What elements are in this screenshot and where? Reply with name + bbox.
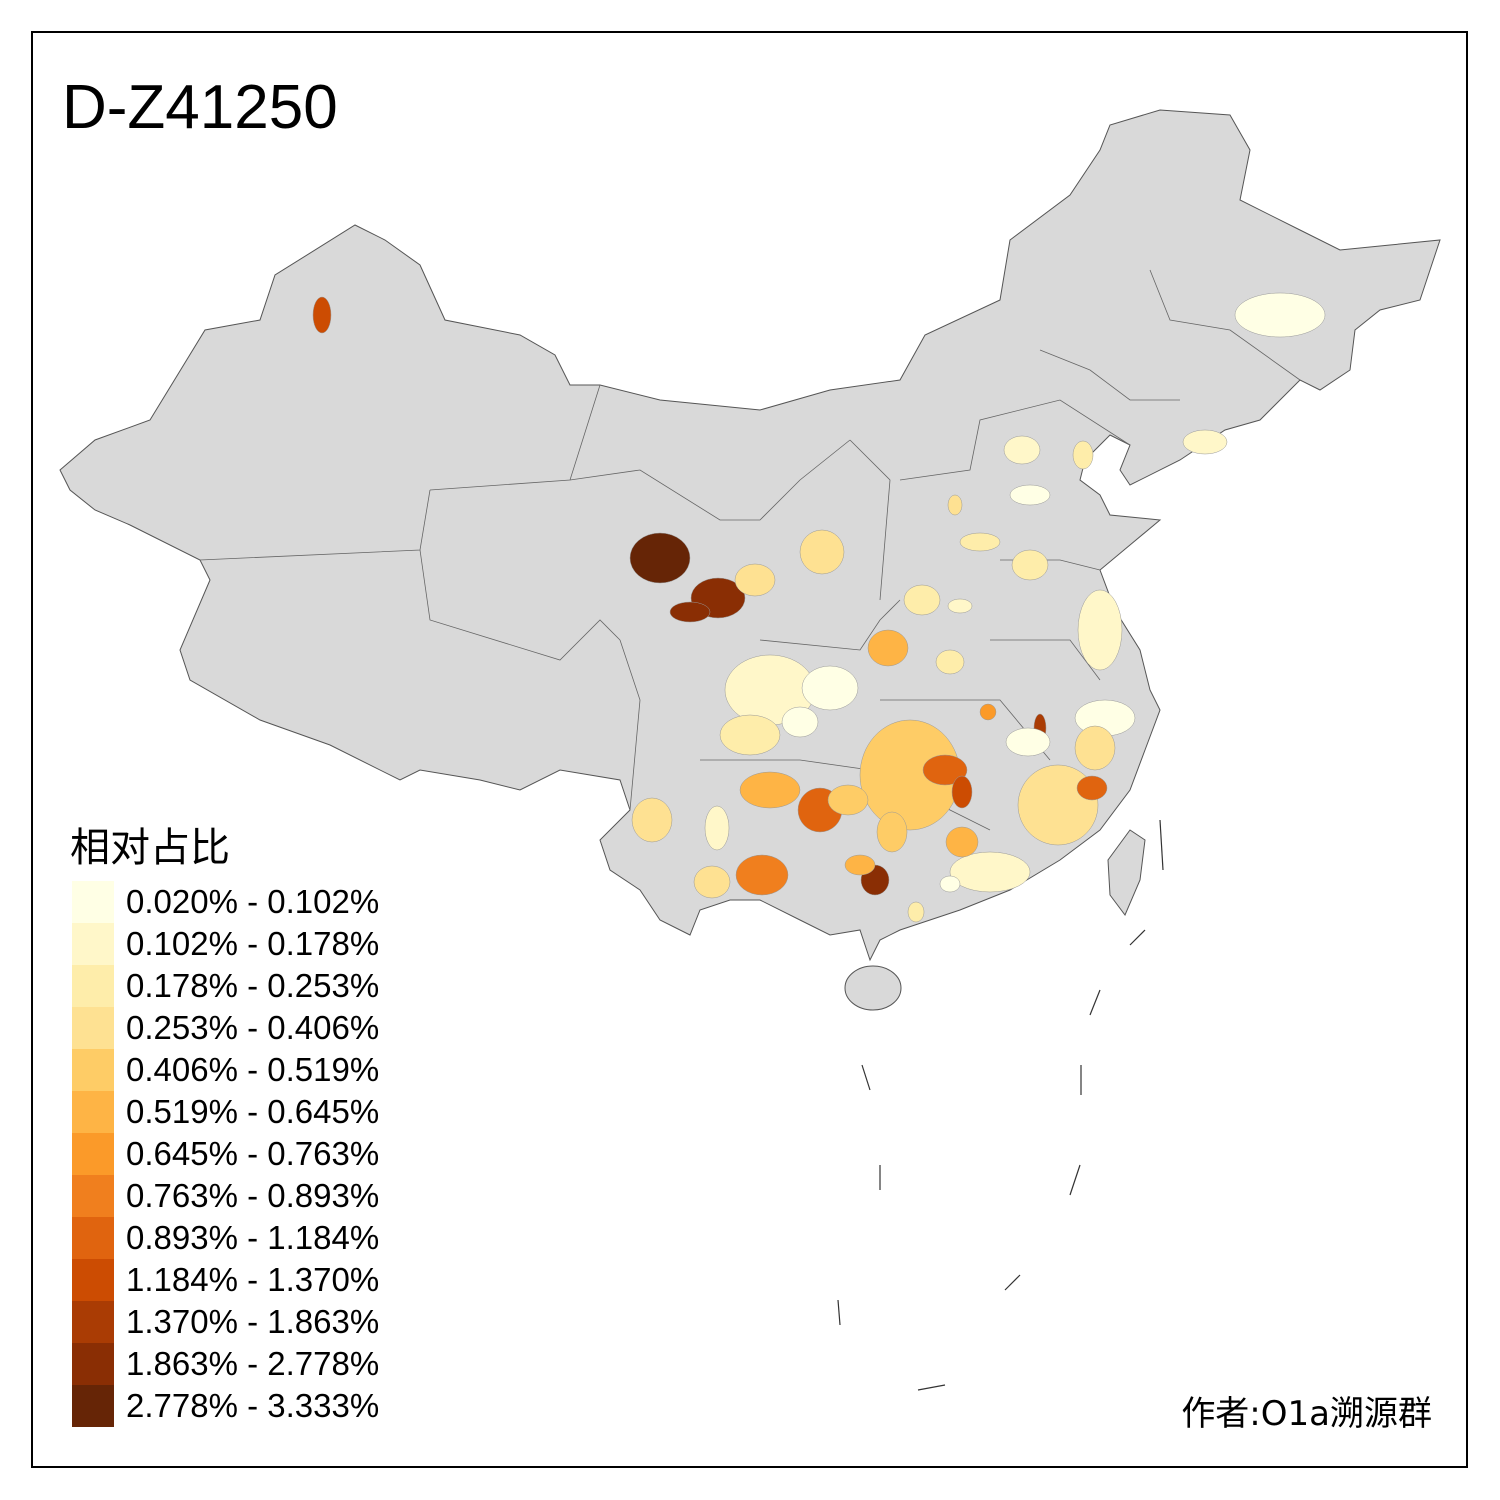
legend-label: 0.893% - 1.184% (126, 1219, 380, 1256)
region-fill (1077, 589, 1123, 671)
legend-label: 0.519% - 0.645% (126, 1093, 380, 1130)
legend-title: 相对占比 (70, 825, 230, 871)
legend-item: 0.178% - 0.253% (72, 965, 379, 1007)
region-fill (951, 775, 973, 809)
legend-label: 0.406% - 0.519% (126, 1051, 380, 1088)
region-fill (1009, 484, 1051, 506)
region-fill (947, 494, 963, 516)
legend-swatch (72, 881, 114, 923)
region-fill (1074, 725, 1116, 771)
region-fill (631, 797, 673, 843)
legend-label: 1.370% - 1.863% (126, 1303, 380, 1340)
region-fill (781, 706, 819, 738)
region-fill (693, 865, 731, 899)
legend-item: 0.020% - 0.102% (72, 881, 379, 923)
region-fill (1076, 775, 1108, 801)
hainan-island (844, 965, 902, 1011)
region-fill (947, 598, 973, 614)
legend-swatch (72, 1049, 114, 1091)
legend-item: 0.645% - 0.763% (72, 1133, 379, 1175)
legend-swatch (72, 1343, 114, 1385)
legend-label: 0.020% - 0.102% (126, 883, 380, 920)
region-fill (1003, 435, 1041, 465)
region-fill (735, 854, 789, 896)
region-fill (827, 784, 869, 816)
region-fill (939, 875, 961, 893)
region-fill (739, 771, 801, 809)
region-fill (1011, 549, 1049, 581)
region-fill (922, 754, 968, 786)
map-title: D-Z41250 (62, 73, 338, 142)
legend-item: 0.519% - 0.645% (72, 1091, 379, 1133)
legend-label: 0.102% - 0.178% (126, 925, 380, 962)
region-fill (959, 532, 1001, 552)
legend-item: 0.893% - 1.184% (72, 1217, 379, 1259)
legend-label: 1.184% - 1.370% (126, 1261, 380, 1298)
legend-item: 1.863% - 2.778% (72, 1343, 379, 1385)
legend-item: 0.102% - 0.178% (72, 923, 379, 965)
legend-swatch (72, 1385, 114, 1427)
region-fill (949, 851, 1031, 893)
region-fill (1182, 429, 1228, 455)
map-frame (31, 31, 1468, 1468)
region-fill (719, 714, 781, 756)
legend-item: 1.370% - 1.863% (72, 1301, 379, 1343)
legend-item: 1.184% - 1.370% (72, 1259, 379, 1301)
legend-swatch (72, 965, 114, 1007)
region-fill (801, 665, 859, 711)
legend-item: 2.778% - 3.333% (72, 1385, 379, 1427)
region-fill (1005, 727, 1051, 757)
legend-item: 0.253% - 0.406% (72, 1007, 379, 1049)
region-fill (1072, 440, 1094, 470)
region-fill (799, 529, 845, 575)
legend-swatch (72, 1259, 114, 1301)
author-credit: 作者:O1a溯源群 (1181, 1394, 1432, 1434)
region-fill (629, 532, 691, 584)
colored-regions (312, 292, 1326, 923)
legend-label: 0.178% - 0.253% (126, 967, 380, 1004)
region-fill (945, 826, 979, 858)
region-fill (907, 901, 925, 923)
legend-label: 0.645% - 0.763% (126, 1135, 380, 1172)
legend-label: 0.253% - 0.406% (126, 1009, 380, 1046)
legend-swatch (72, 1301, 114, 1343)
legend-label: 0.763% - 0.893% (126, 1177, 380, 1214)
legend-item: 0.406% - 0.519% (72, 1049, 379, 1091)
region-fill (844, 854, 876, 876)
province-borders (199, 269, 1301, 831)
region-fill (312, 296, 332, 334)
region-fill (876, 811, 908, 853)
region-fill (1234, 292, 1326, 338)
region-fill (903, 584, 941, 616)
legend-swatch (72, 1217, 114, 1259)
legend-swatch (72, 1175, 114, 1217)
mainland-outline (59, 109, 1441, 962)
south-china-sea-islands (837, 819, 1164, 1391)
legend-swatch (72, 1133, 114, 1175)
legend-swatch (72, 1091, 114, 1133)
taiwan-island (1107, 829, 1146, 916)
region-fill (734, 563, 776, 597)
region-fill (669, 601, 711, 623)
legend-label: 2.778% - 3.333% (126, 1387, 380, 1424)
legend: 0.020% - 0.102% 0.102% - 0.178% 0.178% -… (72, 881, 379, 1427)
region-fill (704, 805, 730, 851)
region-fill (935, 649, 965, 675)
region-fill (867, 629, 909, 667)
legend-swatch (72, 1007, 114, 1049)
legend-swatch (72, 923, 114, 965)
legend-label: 1.863% - 2.778% (126, 1345, 380, 1382)
legend-item: 0.763% - 0.893% (72, 1175, 379, 1217)
region-fill (979, 703, 997, 721)
